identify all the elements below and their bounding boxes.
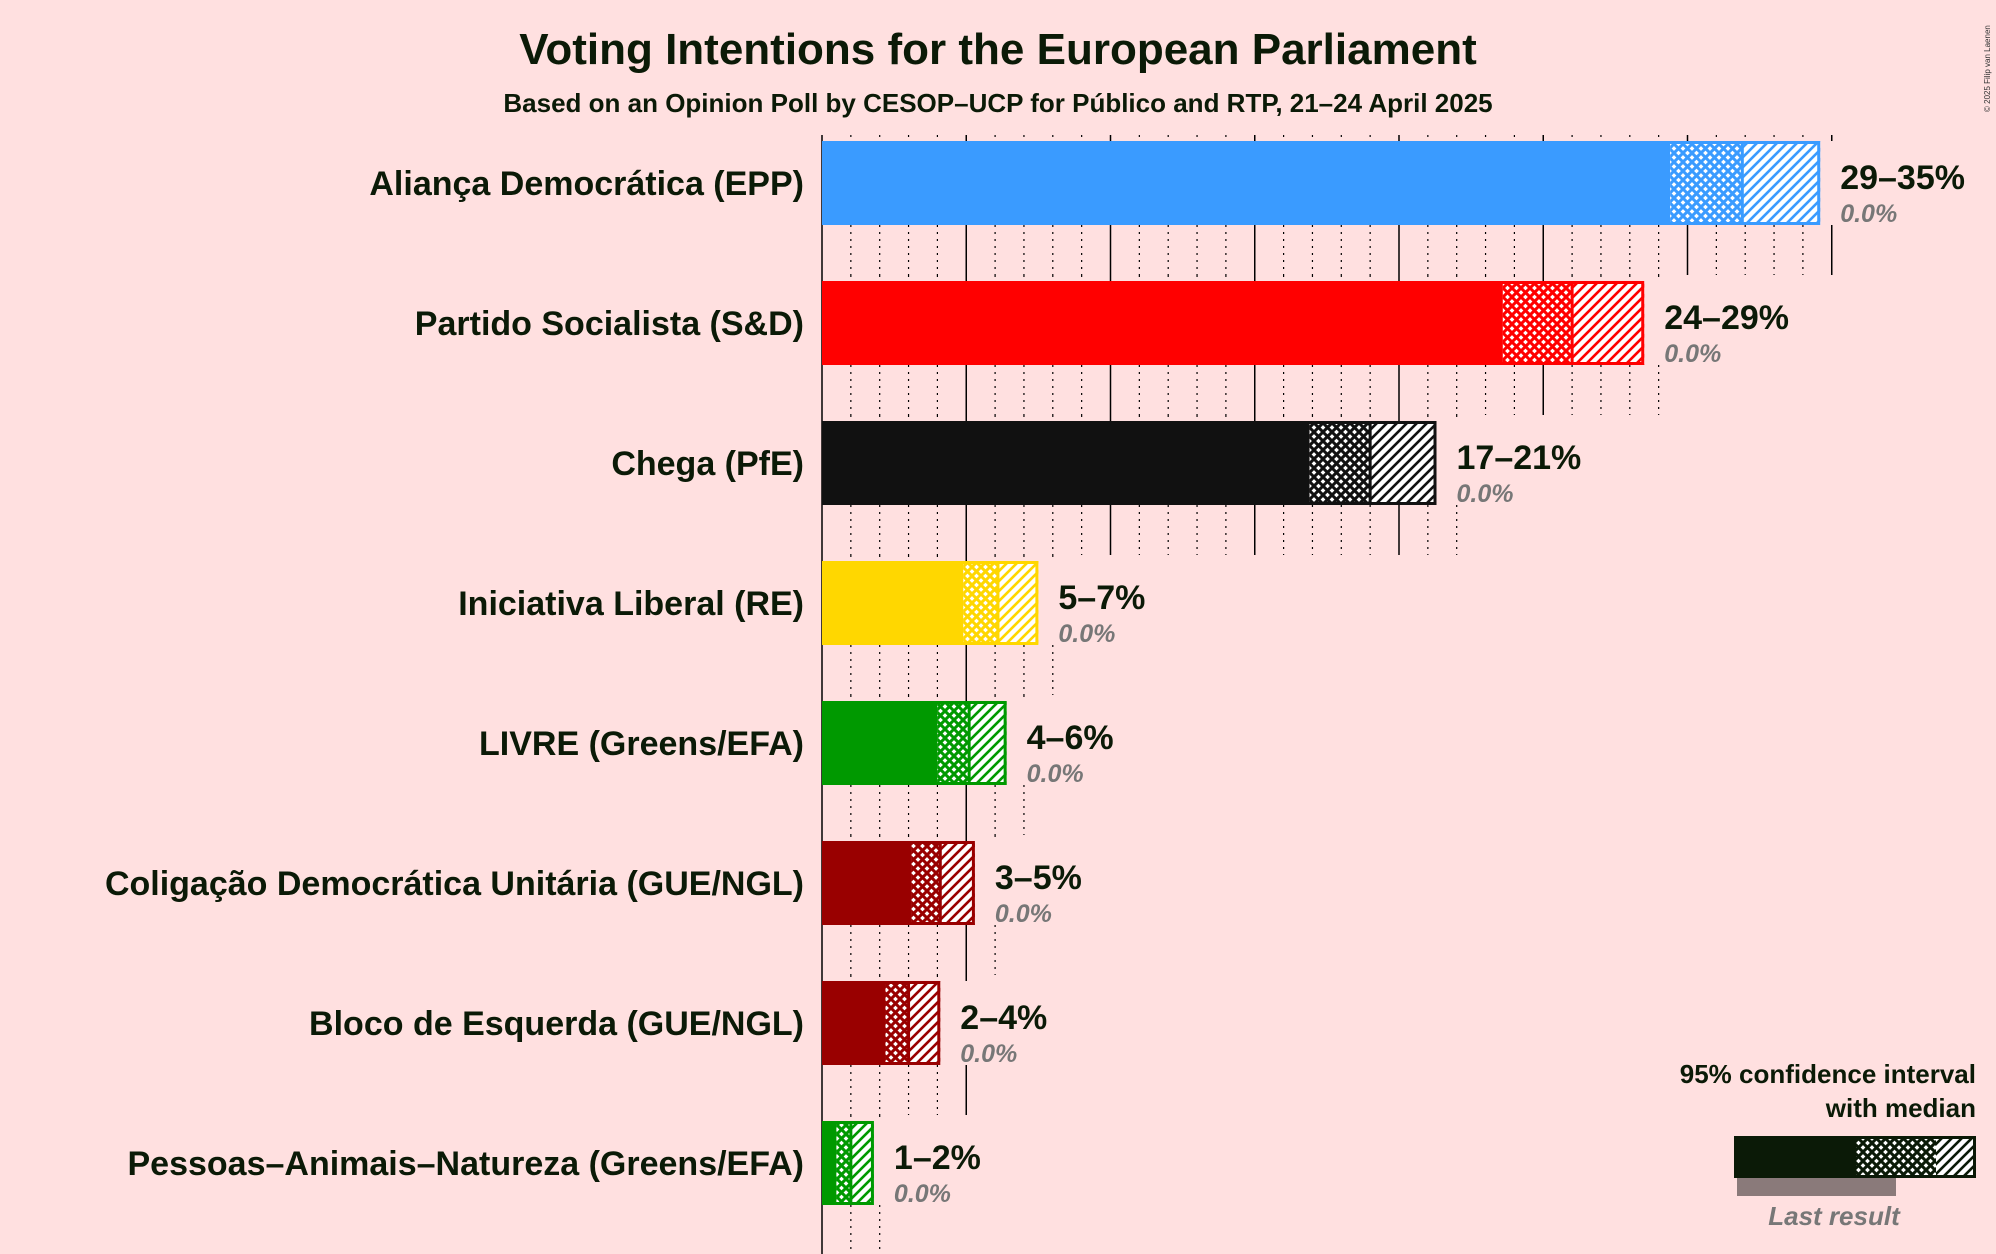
last-result-label: 0.0% xyxy=(894,1180,951,1208)
bar-ci-upper xyxy=(1572,281,1645,365)
bar-outline xyxy=(822,1121,874,1205)
bar-ci-upper xyxy=(1370,421,1437,505)
bar-outline xyxy=(822,281,1645,365)
legend-ci-border xyxy=(1734,1136,1976,1178)
range-label: 17–21% xyxy=(1457,439,1582,477)
range-label: 5–7% xyxy=(1058,579,1145,617)
bar-ci-lower xyxy=(1309,421,1371,505)
range-label: 4–6% xyxy=(1027,719,1114,757)
party-label: Pessoas–Animais–Natureza (Greens/EFA) xyxy=(127,1145,804,1183)
copyright-notice: © 2025 Filip van Laenen xyxy=(1983,25,1992,112)
bar-ci-upper xyxy=(969,701,1007,785)
legend-ci-line1: 95% confidence interval xyxy=(1680,1059,1976,1089)
bar-solid xyxy=(822,421,1310,505)
party-label: Iniciativa Liberal (RE) xyxy=(458,585,804,623)
bar-solid xyxy=(822,281,1503,365)
bar-ci-upper xyxy=(908,981,941,1065)
last-result-label: 0.0% xyxy=(1058,620,1115,648)
chart-subtitle: Based on an Opinion Poll by CESOP–UCP fo… xyxy=(503,88,1492,118)
bar-solid xyxy=(822,701,938,785)
range-label: 24–29% xyxy=(1664,299,1789,337)
bar-outline xyxy=(822,841,975,925)
legend-ci-diagonal xyxy=(1936,1136,1976,1178)
bar-solid xyxy=(822,561,964,645)
last-result-label: 0.0% xyxy=(1027,760,1084,788)
party-label: Aliança Democrática (EPP) xyxy=(369,165,804,203)
bar-solid xyxy=(822,1121,837,1205)
party-label: Partido Socialista (S&D) xyxy=(415,305,804,343)
bar-ci-lower xyxy=(911,841,941,925)
bar-outline xyxy=(822,421,1437,505)
legend-ci-crosshatch xyxy=(1856,1136,1936,1178)
range-label: 1–2% xyxy=(894,1139,981,1177)
bar-ci-lower xyxy=(963,561,998,645)
bar-solid xyxy=(822,841,912,925)
party-label: Coligação Democrática Unitária (GUE/NGL) xyxy=(105,865,804,903)
legend-last-result-label: Last result xyxy=(1768,1201,1901,1231)
last-result-label: 0.0% xyxy=(1457,480,1514,508)
legend: 95% confidence interval with median Last… xyxy=(1680,1059,1976,1231)
bar-solid xyxy=(822,141,1671,225)
party-label: Bloco de Esquerda (GUE/NGL) xyxy=(309,1005,804,1043)
bar-ci-upper xyxy=(1742,141,1821,225)
bar-ci-lower xyxy=(1502,281,1573,365)
bar-ci-lower xyxy=(937,701,970,785)
last-result-label: 0.0% xyxy=(1664,340,1721,368)
bar-outline xyxy=(822,141,1821,225)
last-result-label: 0.0% xyxy=(960,1040,1017,1068)
bar-outline xyxy=(822,981,941,1065)
last-result-label: 0.0% xyxy=(1840,200,1897,228)
range-label: 2–4% xyxy=(960,999,1047,1037)
bar-outline xyxy=(822,561,1039,645)
bar-ci-lower xyxy=(1670,141,1743,225)
bar-ci-lower xyxy=(885,981,909,1065)
legend-ci-solid-bar xyxy=(1734,1136,1856,1178)
chart-title: Voting Intentions for the European Parli… xyxy=(519,25,1477,74)
legend-last-result-bar xyxy=(1737,1176,1896,1196)
bars: Aliança Democrática (EPP) 29–35% 0.0% Parti… xyxy=(105,141,1965,1208)
party-label: LIVRE (Greens/EFA) xyxy=(479,725,804,763)
range-label: 29–35% xyxy=(1840,159,1965,197)
bar-outline xyxy=(822,701,1007,785)
last-result-label: 0.0% xyxy=(995,900,1052,928)
bar-ci-upper xyxy=(997,561,1039,645)
bar-ci-lower xyxy=(836,1121,851,1205)
legend-ci-line2: with median xyxy=(1825,1093,1976,1123)
bar-ci-upper xyxy=(940,841,975,925)
party-label: Chega (PfE) xyxy=(611,445,804,483)
bar-ci-upper xyxy=(850,1121,874,1205)
range-label: 3–5% xyxy=(995,859,1082,897)
bar-solid xyxy=(822,981,886,1065)
